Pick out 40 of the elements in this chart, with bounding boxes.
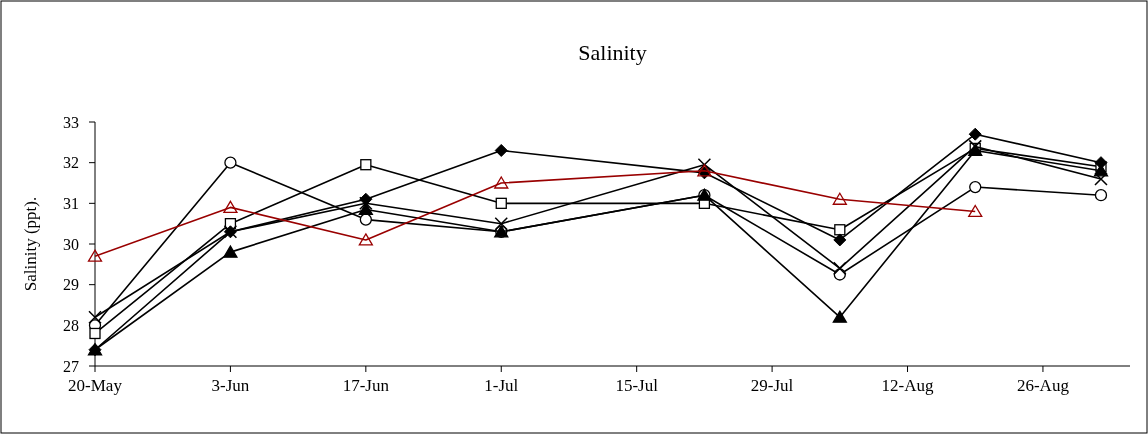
point: [494, 176, 509, 189]
x-tick-label: 15-Jul: [615, 376, 659, 395]
y-tick-label: 28: [63, 316, 79, 334]
x-tick-label: 29-Jul: [750, 376, 794, 395]
y-tick-label: 27: [63, 357, 79, 375]
point: [833, 261, 847, 276]
point: [494, 143, 508, 157]
point: [969, 180, 982, 194]
point: [832, 310, 847, 323]
point: [968, 127, 982, 141]
y-tick-label: 30: [63, 235, 79, 253]
point: [833, 233, 847, 247]
x-tick-label: 26-Aug: [1016, 376, 1070, 395]
point: [697, 157, 712, 172]
y-tick-label: 33: [63, 113, 79, 131]
point: [224, 156, 237, 169]
point: [1094, 189, 1108, 202]
x-tick-label: 1-Jul: [484, 376, 519, 395]
point: [495, 197, 507, 209]
point: [494, 216, 509, 231]
y-tick-label: 31: [63, 194, 79, 212]
point: [968, 204, 983, 218]
point: [88, 310, 102, 324]
x-tick-label: 3-Jun: [211, 376, 250, 395]
y-tick-label: 32: [63, 154, 79, 172]
point: [358, 233, 373, 246]
point: [223, 200, 238, 214]
point: [87, 249, 103, 262]
chart-title: Salinity: [578, 40, 647, 65]
point: [832, 192, 847, 205]
y-tick-label: 29: [63, 276, 79, 294]
x-tick-label: 17-Jun: [342, 376, 390, 395]
x-tick-label: 20-May: [68, 376, 123, 395]
x-tick-label: 12-Aug: [881, 376, 934, 395]
point: [360, 159, 372, 171]
point: [1094, 172, 1108, 186]
point: [834, 224, 846, 236]
y-axis-title: Salinity (ppt).: [21, 196, 40, 292]
point: [223, 245, 238, 258]
point: [89, 327, 101, 340]
